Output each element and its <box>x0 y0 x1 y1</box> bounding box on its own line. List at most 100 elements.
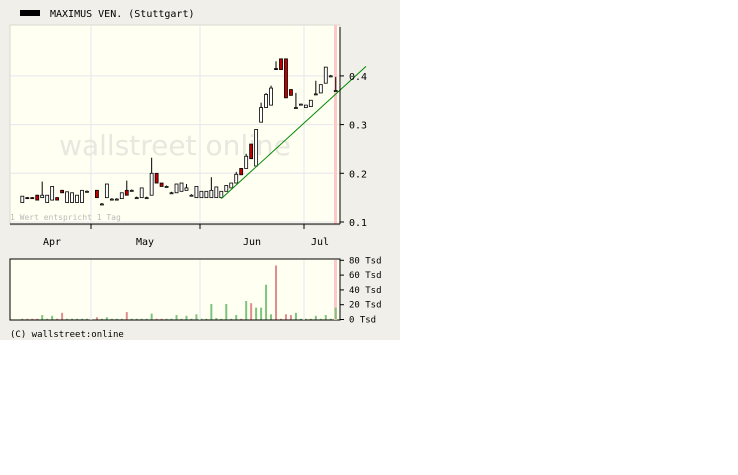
candle-body <box>45 194 50 203</box>
candle-body <box>289 89 293 96</box>
volume-tick-label: 20 Tsd <box>349 301 382 311</box>
volume-bar <box>334 307 337 320</box>
candle-body <box>189 194 194 197</box>
candle <box>289 89 293 96</box>
candle-body <box>25 197 30 200</box>
candle-body <box>85 190 89 193</box>
candle-body <box>30 197 35 200</box>
volume-bar <box>115 318 118 320</box>
candle <box>70 192 74 203</box>
candle <box>50 186 55 201</box>
volume-bar <box>76 318 79 320</box>
volume-bar <box>56 318 59 320</box>
volume-bar <box>245 301 248 320</box>
volume-bar <box>95 317 98 320</box>
volume-bar <box>185 315 188 320</box>
volume-bar <box>289 315 292 320</box>
y-tick-label: 0.2 <box>349 169 367 180</box>
volume-bar <box>36 318 39 320</box>
candle <box>174 183 179 194</box>
candle <box>274 61 278 70</box>
volume-bar <box>240 318 243 320</box>
candle-body <box>229 182 234 189</box>
volume-bar <box>275 265 278 320</box>
candle-body <box>119 192 124 200</box>
candle <box>95 189 99 199</box>
volume-bar <box>294 312 297 320</box>
candle <box>20 195 25 203</box>
candle <box>209 177 214 199</box>
candle <box>254 129 259 167</box>
candle-body <box>199 190 204 199</box>
candle <box>318 84 323 94</box>
candle-body <box>204 190 209 199</box>
candle-body <box>144 197 149 200</box>
candle <box>104 183 109 199</box>
candle <box>244 153 249 169</box>
candle <box>129 189 134 192</box>
volume-bar <box>280 318 282 320</box>
y-tick-label: 0.1 <box>349 218 367 229</box>
y-tick-label: 0.4 <box>349 72 367 83</box>
candle <box>134 196 139 200</box>
volume-bar <box>230 318 233 320</box>
candle <box>114 198 119 201</box>
volume-bar <box>41 315 44 320</box>
candle-body <box>134 197 139 200</box>
candle <box>144 196 149 200</box>
volume-bar <box>155 318 158 320</box>
candle <box>298 103 303 106</box>
volume-bar <box>135 318 138 320</box>
volume-bar <box>150 313 153 320</box>
candle-body <box>328 75 333 78</box>
candle <box>204 190 209 199</box>
volume-bar <box>314 315 317 320</box>
volume-bar <box>61 312 64 320</box>
candle-body <box>184 187 189 191</box>
candle <box>194 186 199 199</box>
candle-body <box>159 182 164 187</box>
volume-bar <box>205 318 208 320</box>
candle <box>40 181 45 199</box>
candle-body <box>20 195 25 203</box>
y-tick-label: 0.3 <box>349 121 367 132</box>
volume-bar <box>145 318 148 320</box>
candle-body <box>139 187 144 199</box>
volume-bar <box>105 317 108 320</box>
candle <box>124 180 129 196</box>
volume-bar <box>329 318 332 320</box>
candle <box>219 190 224 199</box>
candle <box>159 182 164 187</box>
candle-body <box>219 190 224 199</box>
volume-bar <box>165 318 168 320</box>
volume-bar <box>26 318 29 320</box>
candle-body <box>244 155 249 169</box>
candle-body <box>169 192 174 195</box>
candle-body <box>164 186 169 188</box>
volume-bar <box>270 314 273 320</box>
volume-bar <box>175 315 178 320</box>
volume-tick-label: 40 Tsd <box>349 286 382 296</box>
candle <box>234 171 239 184</box>
candle-body <box>254 129 259 167</box>
candle <box>109 198 114 201</box>
volume-bar <box>46 318 49 320</box>
candle <box>294 92 298 110</box>
candle-body <box>75 194 79 203</box>
candle-body <box>35 194 40 201</box>
candle <box>139 187 144 199</box>
volume-bar <box>160 318 163 320</box>
candle <box>279 58 283 70</box>
candle-body <box>264 94 268 108</box>
volume-bar <box>180 318 183 320</box>
candle-body <box>224 185 229 192</box>
x-tick-label: Jul <box>311 237 329 248</box>
candle-body <box>209 189 214 199</box>
volume-bar <box>250 303 253 320</box>
volume-bar <box>324 315 327 320</box>
candle <box>269 85 273 106</box>
candle-body <box>114 198 119 201</box>
volume-bar <box>200 318 203 320</box>
candle-body <box>129 189 134 192</box>
x-tick-label: May <box>136 237 154 248</box>
